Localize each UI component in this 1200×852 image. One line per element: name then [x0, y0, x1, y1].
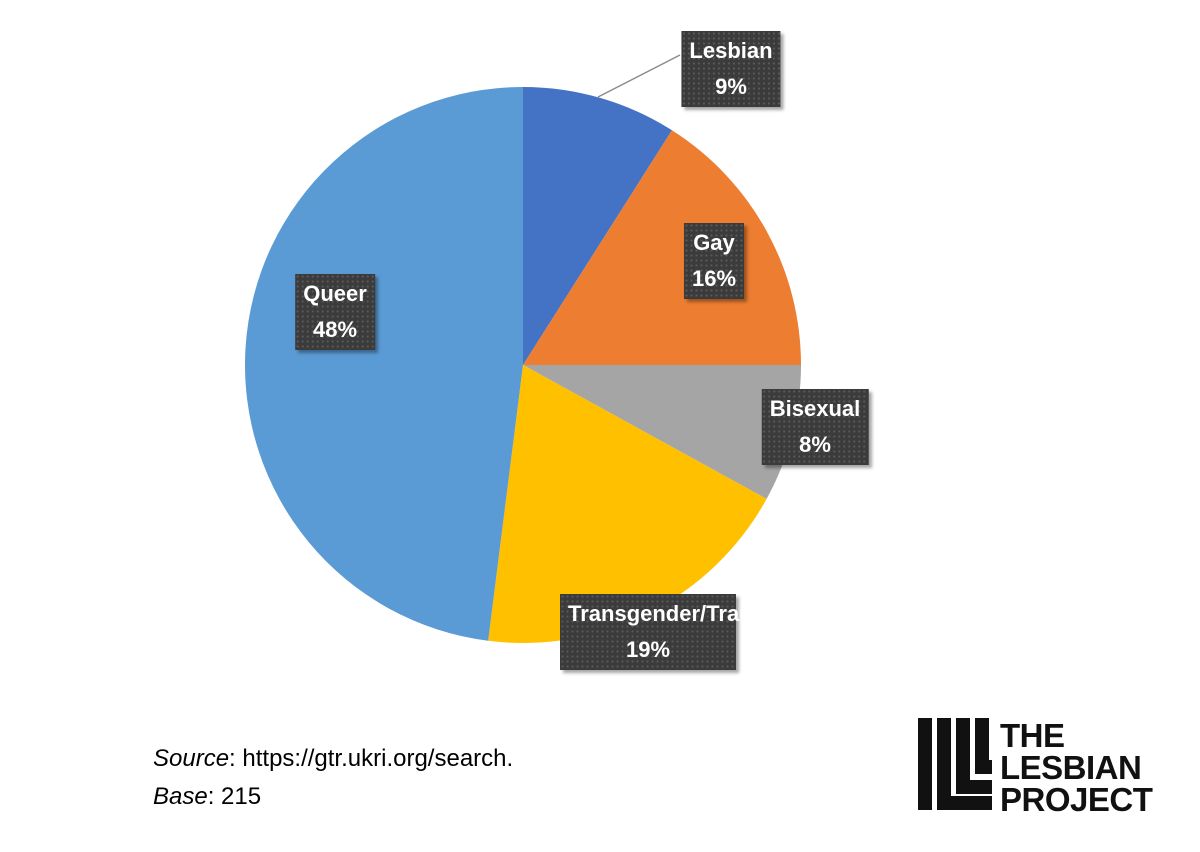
source-note: Source: https://gtr.ukri.org/search.	[153, 745, 513, 773]
base-label: Base	[153, 783, 208, 810]
logo-line: PROJECT	[1000, 781, 1153, 818]
source-text: : https://gtr.ukri.org/search.	[229, 745, 514, 772]
pie-slice	[488, 365, 767, 643]
category-label: Transgender/Trans	[568, 601, 765, 626]
value-label: 48%	[312, 317, 358, 342]
data-label: Bisexual 8%	[761, 389, 869, 465]
category-label: Gay	[693, 230, 735, 255]
data-label: Queer 48%	[295, 274, 375, 350]
value-label: 19%	[625, 637, 671, 662]
pie-slice	[523, 87, 672, 365]
value-label: 8%	[799, 432, 831, 457]
pie-slice	[523, 130, 801, 365]
base-text: : 215	[207, 783, 262, 810]
category-label: Bisexual	[769, 396, 861, 421]
source-label: Source	[153, 745, 230, 772]
category-label: Queer	[303, 281, 367, 306]
category-label: Lesbian	[689, 38, 773, 63]
pie-slice	[245, 87, 524, 641]
data-label: Lesbian 9%	[681, 31, 781, 107]
logo-line: LESBIAN	[1000, 749, 1142, 786]
base-note: Base: 215	[153, 783, 261, 811]
logo-icon	[918, 718, 992, 810]
value-label: 9%	[715, 74, 747, 99]
data-label: Transgender/Trans 19%	[560, 594, 765, 670]
logo-line: THE	[1000, 717, 1065, 754]
leader-line	[597, 54, 681, 98]
value-label: 16%	[691, 266, 737, 291]
pie-slice	[523, 365, 801, 499]
data-label: Gay 16%	[683, 223, 745, 299]
